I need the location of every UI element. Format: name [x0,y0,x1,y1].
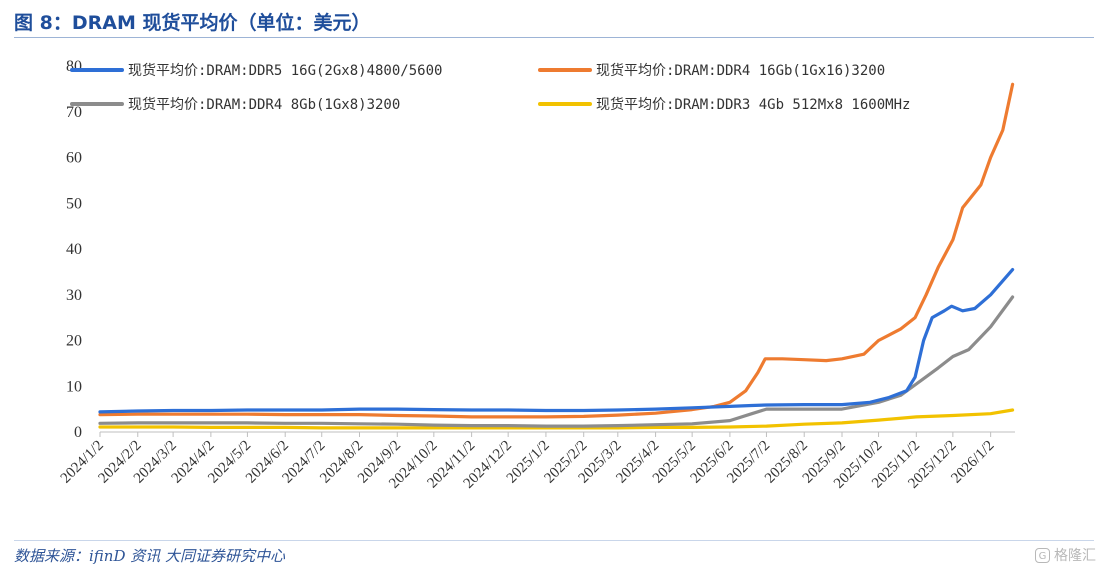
y-tick-label: 50 [66,195,82,212]
line-chart: 010203040506070802024/1/22024/2/22024/3/… [58,58,1015,492]
legend-label-2: 现货平均价:DRAM:DDR4 16Gb(1Gx16)3200 [596,62,885,79]
watermark: G 格隆汇 [1035,545,1096,565]
series-line-1 [98,268,1015,414]
title-divider [14,37,1094,38]
y-tick-label: 40 [66,241,82,258]
series-line-3 [98,295,1015,428]
y-tick-label: 80 [66,58,82,75]
legend: 现货平均价:DRAM:DDR5 16G(2Gx8)4800/5600 现货平均价:… [70,62,910,113]
series-line-4 [98,408,1015,430]
y-tick-label: 10 [66,378,82,395]
x-tick-label: 2026/1/2 [948,438,997,487]
figure-title: 图 8：DRAM 现货平均价（单位：美元） [14,12,371,34]
y-tick-label: 30 [66,287,82,304]
watermark-text: 格隆汇 [1054,548,1096,564]
legend-label-3: 现货平均价:DRAM:DDR4 8Gb(1Gx8)3200 [128,96,400,113]
legend-label-4: 现货平均价:DRAM:DDR3 4Gb 512Mx8 1600MHz [596,96,910,113]
y-tick-label: 60 [66,150,82,167]
footer-divider [14,540,1094,541]
y-tick-label: 0 [74,424,82,441]
series-layer [98,82,1015,430]
y-tick-label: 70 [66,104,82,121]
source-note: 数据来源：ifinD 资讯 大同证券研究中心 [14,547,286,565]
series-line-2 [98,82,1015,419]
y-tick-label: 20 [66,333,82,350]
legend-label-1: 现货平均价:DRAM:DDR5 16G(2Gx8)4800/5600 [128,62,442,79]
watermark-logo-icon: G [1035,547,1050,563]
